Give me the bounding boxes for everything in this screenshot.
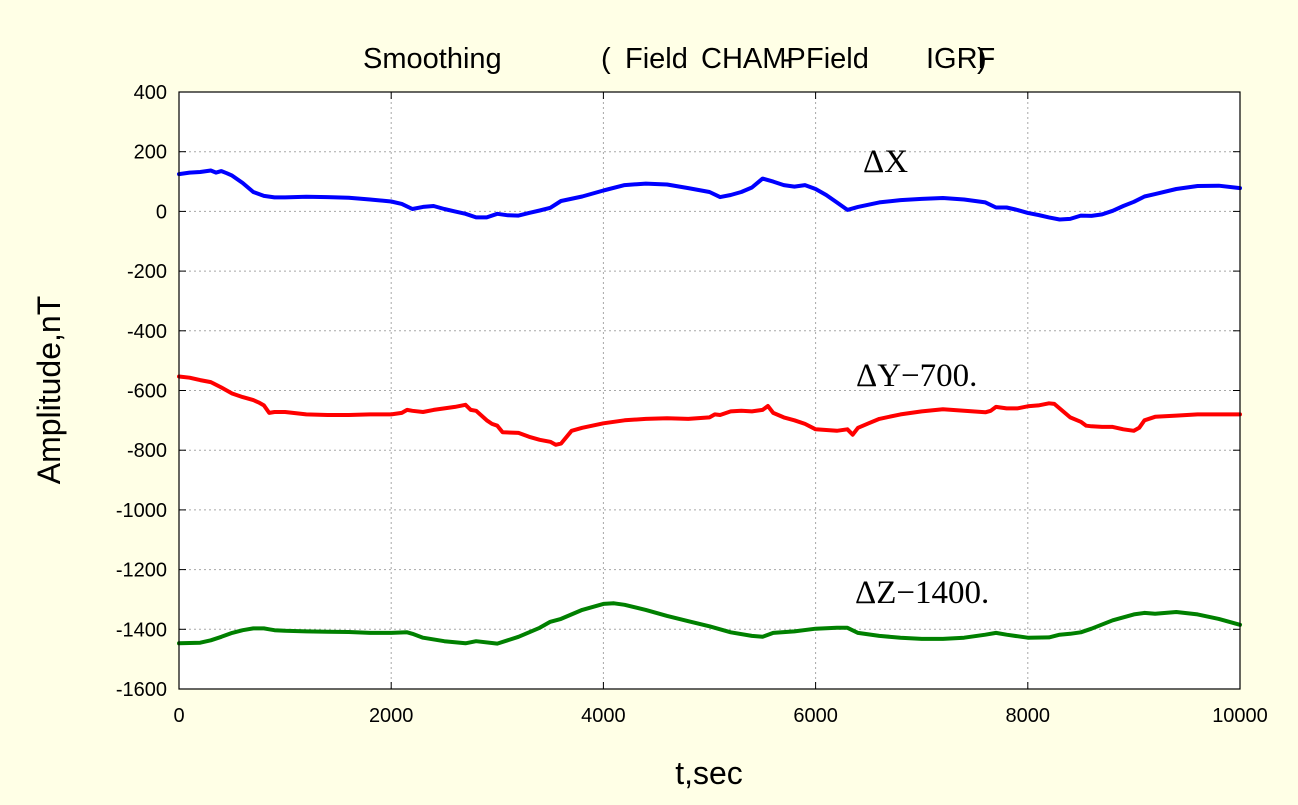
x-tick-label: 2000 [369,705,414,727]
series-layer [177,168,1242,646]
x-axis-label: t,sec [675,755,743,791]
tick-labels: 4002000-200-400-600-800-1000-1200-1400-1… [116,82,1268,727]
x-tick-label: 6000 [793,705,838,727]
x-tick-label: 4000 [581,705,626,727]
y-tick-label: 0 [156,201,167,223]
annotation-dz: ΔZ−1400. [855,575,989,611]
chart-title: Smoothing ( Field CHAMP - Field IGRF ) [363,43,995,75]
y-tick-label: -1000 [116,500,167,522]
axis-ticks [178,91,1241,690]
x-tick-label: 8000 [1006,705,1051,727]
series-line-dx [177,168,1242,222]
y-tick-label: -400 [127,321,167,343]
annotation-dx: ΔX [863,144,908,180]
y-tick-label: -200 [127,261,167,283]
x-tick-label: 10000 [1212,705,1268,727]
title-main: Smoothing [363,43,502,75]
annotation-dy: ΔY−700. [856,358,977,394]
grid-lines [179,92,1240,689]
y-tick-label: -800 [127,440,167,462]
title-minus: - [782,43,792,75]
y-axis-label: Amplitude,nT [31,296,67,485]
y-tick-label: 400 [134,82,167,104]
title-close-paren: ) [977,43,987,75]
y-tick-label: -1600 [116,679,167,701]
x-tick-label: 0 [173,705,184,727]
y-tick-label: -1200 [116,560,167,582]
title-open-paren: ( [601,43,611,75]
title-field-1: Field [625,43,688,75]
y-tick-label: 200 [134,142,167,164]
title-sub-champ: CHAMP [701,43,806,75]
y-tick-label: -1400 [116,619,167,641]
title-sub-igrf: IGRF [926,43,995,75]
title-field-2: Field [806,43,869,75]
series-line-dz [177,601,1242,646]
y-tick-label: -600 [127,381,167,403]
series-line-dy [177,374,1242,447]
